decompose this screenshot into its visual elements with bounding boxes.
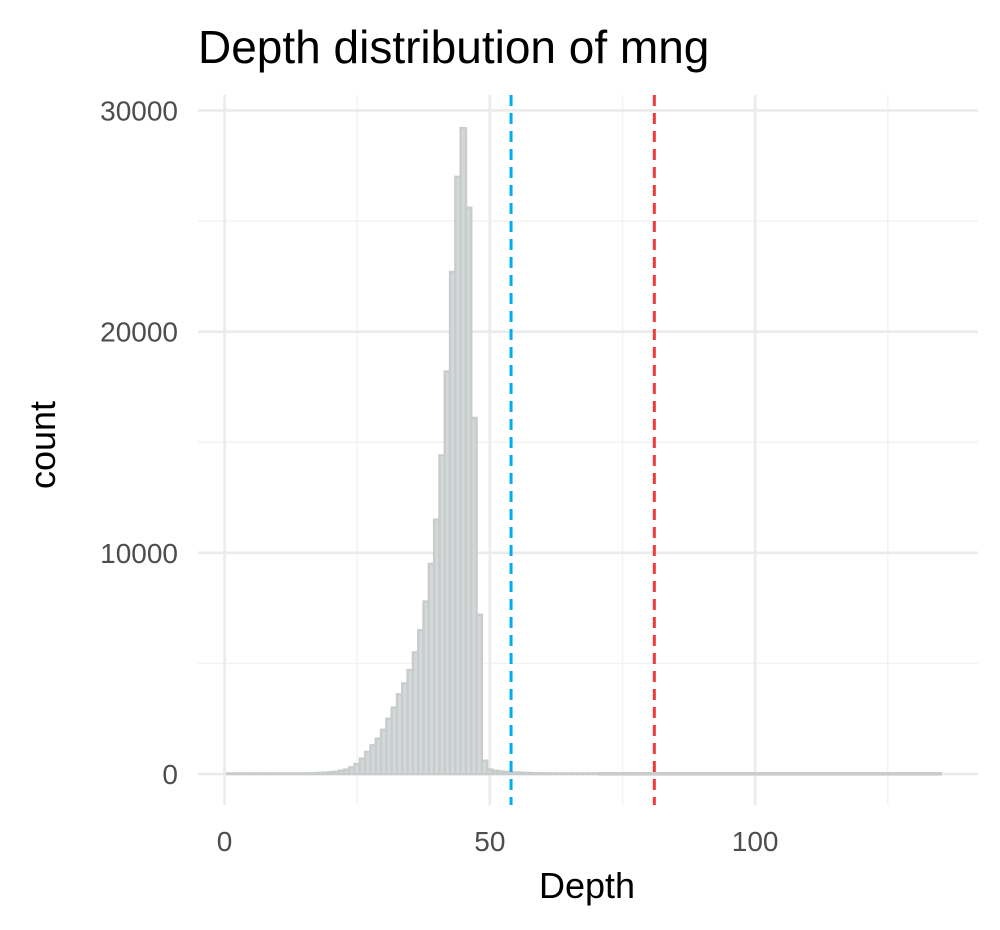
histogram-bar (475, 613, 484, 776)
y-tick-label: 30000 (100, 95, 178, 126)
histogram-tail (597, 772, 943, 776)
y-tick-label: 20000 (100, 317, 178, 348)
y-axis-ticks: 0 10000 20000 30000 (100, 95, 178, 790)
y-axis-title: count (22, 401, 63, 489)
chart-title: Depth distribution of mng (198, 21, 709, 73)
y-tick-label: 0 (162, 759, 178, 790)
x-tick-label: 0 (217, 826, 233, 857)
histogram-bars (225, 126, 943, 776)
reference-lines (509, 95, 656, 805)
x-tick-label: 100 (732, 826, 779, 857)
y-tick-label: 10000 (100, 538, 178, 569)
histogram-bar (470, 416, 478, 776)
grid-lines (198, 95, 978, 805)
x-axis-title: Depth (539, 865, 635, 906)
x-axis-ticks: 0 50 100 (217, 826, 779, 857)
x-tick-label: 50 (474, 826, 505, 857)
histogram-bar (480, 759, 489, 776)
